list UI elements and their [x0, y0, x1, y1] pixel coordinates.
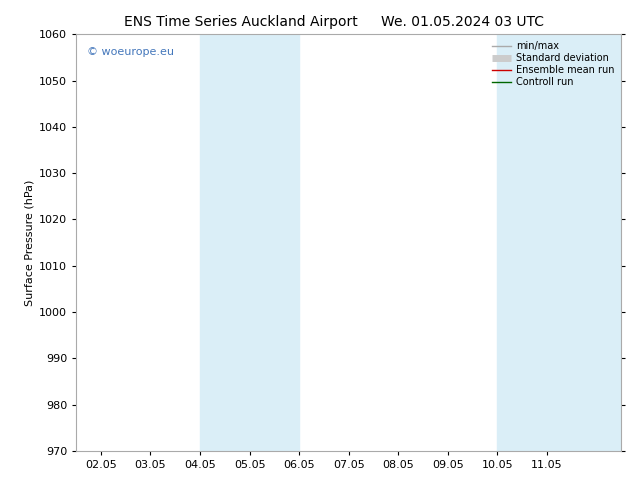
Text: © woeurope.eu: © woeurope.eu [87, 47, 174, 57]
Bar [200, 34, 299, 451]
Text: ENS Time Series Auckland Airport: ENS Time Series Auckland Airport [124, 15, 358, 29]
Bar [498, 34, 621, 451]
Text: We. 01.05.2024 03 UTC: We. 01.05.2024 03 UTC [381, 15, 545, 29]
Y-axis label: Surface Pressure (hPa): Surface Pressure (hPa) [25, 179, 35, 306]
Legend: min/max, Standard deviation, Ensemble mean run, Controll run: min/max, Standard deviation, Ensemble me… [489, 39, 616, 89]
